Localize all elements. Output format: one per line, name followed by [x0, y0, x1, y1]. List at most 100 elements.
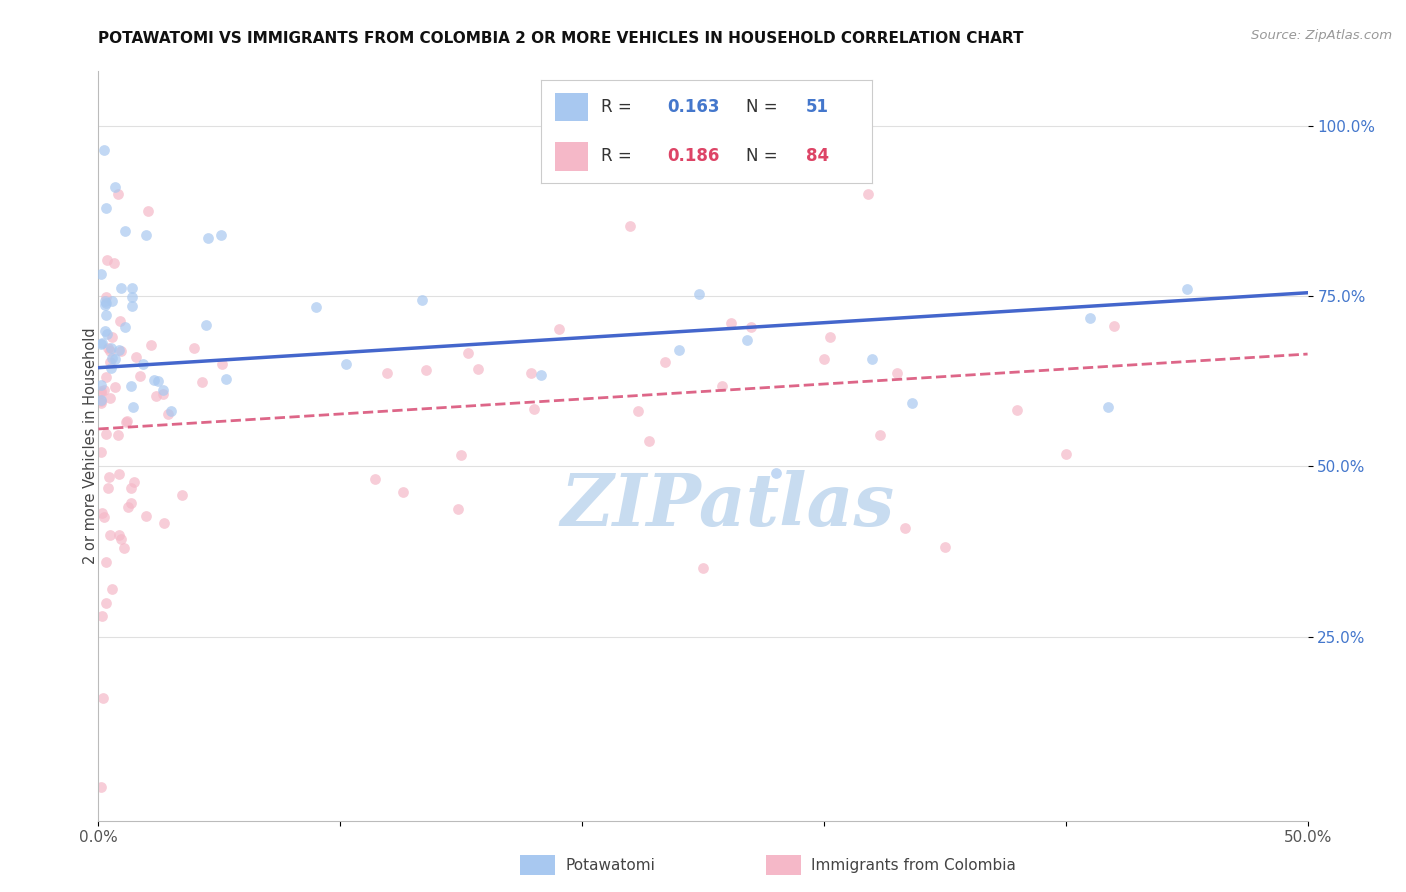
Point: [100, 351, 122, 365]
Point: [813, 352, 835, 367]
Point: [668, 343, 690, 357]
Point: [110, 281, 132, 295]
Point: [121, 400, 143, 414]
Point: [135, 227, 157, 242]
Point: [108, 467, 131, 481]
Point: [139, 338, 162, 352]
Point: [627, 403, 650, 417]
Point: [112, 541, 135, 556]
Point: [90, 392, 112, 407]
Point: [530, 368, 553, 383]
Point: [107, 428, 129, 442]
Text: 84: 84: [806, 147, 828, 165]
Point: [100, 329, 122, 343]
Point: [1007, 403, 1029, 417]
Point: [450, 448, 472, 462]
Point: [869, 427, 891, 442]
Point: [900, 396, 922, 410]
Point: [335, 357, 357, 371]
Point: [160, 403, 183, 417]
Point: [90, 378, 112, 392]
Text: N =: N =: [747, 98, 783, 116]
Point: [886, 366, 908, 380]
Point: [96, 253, 118, 268]
Point: [121, 280, 143, 294]
Point: [97, 470, 120, 484]
Point: [93, 383, 115, 397]
Point: [97, 341, 120, 355]
Point: [143, 373, 166, 387]
Point: [170, 488, 193, 502]
Point: [90, 780, 112, 794]
Point: [136, 204, 159, 219]
Point: [121, 290, 143, 304]
Point: [135, 509, 157, 524]
Point: [96, 426, 118, 441]
Point: [457, 346, 479, 360]
Point: [97, 481, 120, 495]
Point: [765, 467, 787, 481]
Point: [114, 320, 136, 334]
Point: [93, 143, 115, 157]
Point: [934, 540, 956, 554]
Point: [98, 527, 121, 541]
Point: [100, 354, 122, 368]
Point: [1175, 282, 1198, 296]
Point: [305, 301, 328, 315]
Point: [108, 313, 131, 327]
Point: [120, 496, 142, 510]
Text: 0.163: 0.163: [666, 98, 720, 116]
Point: [688, 287, 710, 301]
Point: [363, 471, 385, 485]
Point: [209, 227, 232, 242]
Point: [211, 357, 233, 371]
Point: [129, 368, 152, 383]
Point: [96, 289, 118, 303]
Point: [122, 475, 145, 490]
Point: [114, 415, 136, 429]
Point: [93, 510, 115, 524]
Point: [740, 319, 762, 334]
Point: [100, 293, 122, 308]
Point: [654, 355, 676, 369]
Point: [195, 318, 218, 333]
Point: [156, 407, 179, 421]
Point: [894, 521, 917, 535]
Point: [100, 361, 122, 376]
Point: [104, 180, 127, 194]
Point: [467, 361, 489, 376]
Text: Potawatomi: Potawatomi: [565, 857, 655, 872]
Point: [93, 324, 115, 338]
Point: [90, 445, 112, 459]
Point: [391, 485, 413, 500]
Point: [114, 224, 136, 238]
Point: [183, 341, 205, 355]
FancyBboxPatch shape: [554, 93, 588, 121]
Point: [104, 351, 127, 366]
Point: [90, 384, 112, 399]
Point: [710, 379, 733, 393]
Point: [125, 350, 148, 364]
Point: [121, 299, 143, 313]
Point: [411, 293, 433, 308]
Text: 0.186: 0.186: [666, 147, 720, 165]
Point: [90, 609, 112, 624]
Text: Immigrants from Colombia: Immigrants from Colombia: [811, 857, 1017, 872]
Point: [818, 330, 841, 344]
Point: [90, 267, 112, 281]
Point: [96, 596, 118, 610]
FancyBboxPatch shape: [766, 855, 801, 875]
Point: [132, 357, 155, 371]
Text: R =: R =: [600, 98, 637, 116]
Point: [90, 336, 112, 351]
Point: [619, 219, 641, 234]
Point: [720, 316, 742, 330]
Point: [90, 396, 112, 410]
Point: [103, 380, 125, 394]
Point: [1102, 319, 1125, 334]
Point: [447, 501, 470, 516]
Point: [100, 582, 122, 596]
Point: [110, 344, 132, 359]
Text: 51: 51: [806, 98, 828, 116]
Point: [145, 389, 167, 403]
